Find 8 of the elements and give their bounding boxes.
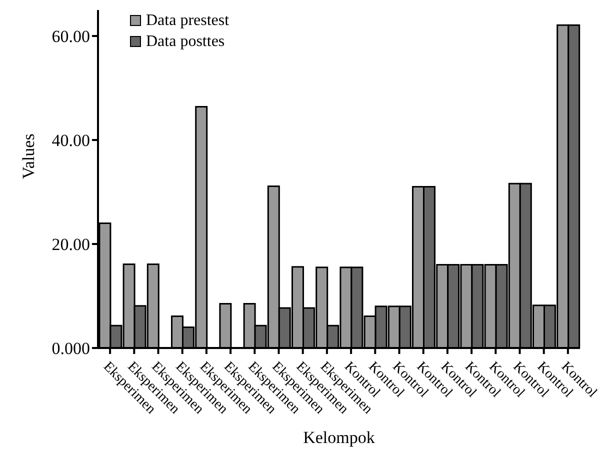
y-axis-title: Values (19, 134, 38, 179)
legend-label: Data posttes (146, 32, 225, 52)
y-tick-label: 0.000 (52, 339, 90, 358)
y-tick-label: 60.00 (52, 27, 90, 46)
y-tick-label: 20.00 (52, 235, 90, 254)
legend-label: Data prestest (146, 11, 230, 31)
x-axis-title: Kelompok (303, 428, 376, 447)
y-tick-label: 40.00 (52, 131, 90, 150)
